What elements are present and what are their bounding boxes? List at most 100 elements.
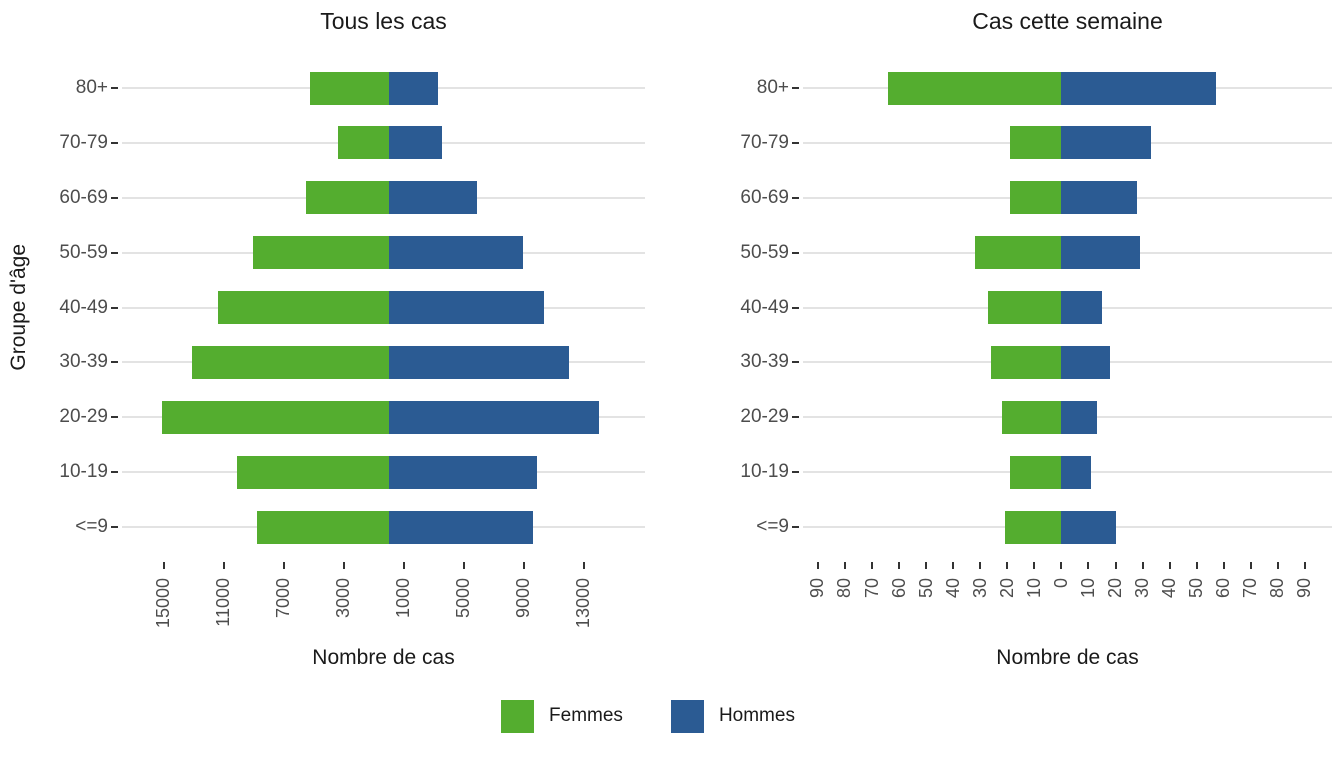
bar-femmes <box>256 510 389 544</box>
bar-hommes <box>1061 400 1097 434</box>
x-tick-label: 7000 <box>273 578 295 618</box>
x-tick-label: 80 <box>834 578 856 598</box>
bar-femmes <box>236 455 389 489</box>
bar-hommes <box>1061 236 1140 270</box>
legend: Femmes Hommes <box>0 697 1344 735</box>
x-tick <box>925 562 928 569</box>
y-tick-label: 30-39 <box>740 351 789 373</box>
y-tick-label: 40-49 <box>740 296 789 318</box>
bar-femmes <box>1010 126 1062 160</box>
bar-hommes <box>1061 126 1151 160</box>
bar-hommes <box>388 510 533 544</box>
bar-hommes <box>388 126 442 160</box>
y-tick <box>792 416 799 419</box>
y-tick-label: 20-29 <box>59 406 108 428</box>
x-tick-label: 20 <box>1105 578 1127 598</box>
x-tick-label: 40 <box>1159 578 1181 598</box>
x-tick <box>1033 562 1036 569</box>
x-tick <box>1249 562 1252 569</box>
x-tick <box>162 562 165 569</box>
x-tick-label: 90 <box>807 578 829 598</box>
x-tick-label-text: 50 <box>1186 578 1207 599</box>
bar-femmes <box>310 71 389 105</box>
x-tick <box>1276 562 1279 569</box>
bar-femmes <box>988 291 1062 324</box>
x-tick-label: 15000 <box>153 578 175 628</box>
x-tick <box>1060 562 1063 569</box>
x-tick-label-text: 70 <box>861 578 882 599</box>
y-tick-label: 10-19 <box>59 461 108 483</box>
femmes-legend-swatch <box>501 699 535 733</box>
y-tick <box>792 361 799 364</box>
x-tick-label: 70 <box>861 578 883 598</box>
x-tick-label: 10 <box>1023 578 1045 598</box>
panel1-plot-area: 80+ 70-79 60-69 50-59 40-49 30-39 20-29 10-19 <=… <box>59 55 645 628</box>
panel2-plot-area: 80+ 70-79 60-69 50-59 40-49 30-39 20-29 10-19 <=… <box>740 55 1332 598</box>
x-tick-label: 90 <box>1294 578 1316 598</box>
x-tick-label-text: 3000 <box>333 578 354 619</box>
y-tick <box>111 87 118 89</box>
x-tick <box>282 562 285 569</box>
bar-hommes <box>388 455 538 489</box>
x-tick-label-text: 90 <box>807 578 828 599</box>
x-tick <box>1195 562 1198 569</box>
x-tick <box>1222 562 1225 569</box>
x-tick-label: 1000 <box>393 578 415 618</box>
x-tick <box>952 562 955 569</box>
y-tick <box>111 196 118 199</box>
y-tick <box>792 526 799 528</box>
x-tick-label: 13000 <box>573 578 595 628</box>
bar-femmes <box>306 181 389 215</box>
y-tick-label: 20-29 <box>740 406 789 428</box>
x-tick-label: 70 <box>1240 578 1262 598</box>
x-tick-label-text: 15000 <box>153 578 174 629</box>
y-tick-label: 60-69 <box>740 186 789 208</box>
y-tick-label: 70-79 <box>59 131 108 153</box>
y-tick-label: 50-59 <box>740 241 789 263</box>
x-tick-label: 5000 <box>453 578 475 618</box>
x-tick <box>1141 562 1144 569</box>
y-tick-label: 30-39 <box>59 351 108 373</box>
bar-femmes <box>217 291 389 324</box>
x-tick <box>1006 562 1009 569</box>
y-tick <box>792 141 799 144</box>
y-axis-title-box: Groupe d'âge <box>2 55 36 560</box>
y-tick-label: 40-49 <box>59 296 108 318</box>
y-tick <box>111 526 118 528</box>
x-tick-label: 9000 <box>513 578 535 618</box>
x-tick <box>898 562 901 569</box>
x-tick-label-text: 60 <box>888 578 909 599</box>
y-tick-label: 60-69 <box>59 186 108 208</box>
panel1-title: Tous les cas <box>320 8 447 34</box>
x-tick-label-text: 10 <box>1077 578 1098 599</box>
bar-femmes <box>974 236 1062 270</box>
panel1-x-axis-title: Nombre de cas <box>312 646 455 669</box>
x-tick-label-text: 40 <box>942 578 963 599</box>
hommes-legend-swatch <box>670 699 704 733</box>
bar-femmes <box>1004 510 1062 544</box>
y-tick-label: 80+ <box>75 77 108 98</box>
x-tick-label-text: 90 <box>1294 578 1315 599</box>
bar-hommes <box>1061 181 1138 215</box>
x-tick-label: 20 <box>996 578 1018 598</box>
bar-hommes <box>388 236 523 270</box>
x-tick <box>979 562 982 569</box>
y-tick <box>111 251 118 254</box>
x-tick <box>1114 562 1117 569</box>
x-tick-label-text: 20 <box>996 578 1017 599</box>
x-tick-label-text: 9000 <box>513 578 534 619</box>
x-tick <box>1168 562 1171 569</box>
panel2-x-axis-title: Nombre de cas <box>996 646 1139 669</box>
x-tick <box>1087 562 1090 569</box>
x-tick-label: 10 <box>1077 578 1099 598</box>
x-tick-label-text: 1000 <box>393 578 414 619</box>
y-tick <box>792 471 799 474</box>
x-tick-label-text: 30 <box>969 578 990 599</box>
bar-hommes <box>1061 291 1102 324</box>
x-tick-label-text: 5000 <box>453 578 474 619</box>
y-tick <box>792 306 799 309</box>
y-tick-label: <=9 <box>756 516 789 537</box>
hommes-legend-label: Hommes <box>718 705 795 726</box>
y-tick <box>792 87 799 89</box>
